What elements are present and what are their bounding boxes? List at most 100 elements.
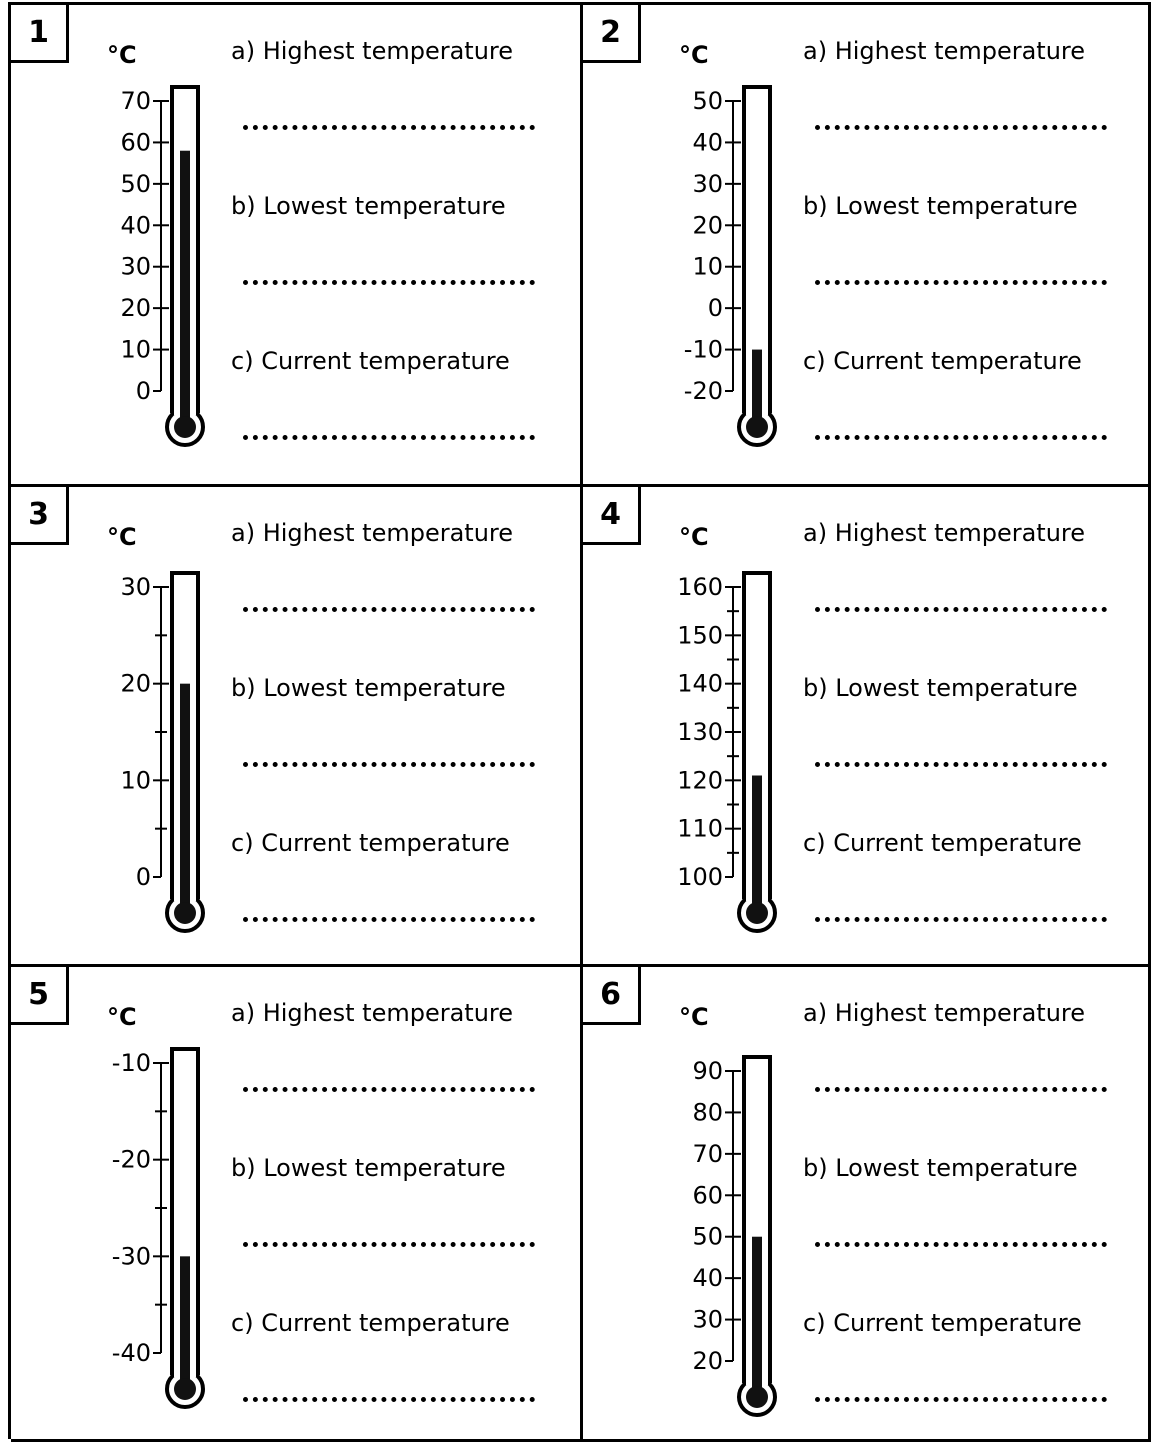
tick-label: 150: [677, 621, 723, 649]
question-current: c) Current temperature: [231, 829, 510, 857]
answer-line-current[interactable]: [243, 917, 535, 922]
tick-label: -20: [112, 1146, 151, 1174]
tick-label: -40: [112, 1339, 151, 1367]
question-highest: a) Highest temperature: [803, 519, 1086, 547]
tick-label: 60: [120, 128, 151, 156]
tick-label: 40: [120, 211, 151, 239]
tick-label: 160: [677, 573, 723, 601]
mercury-column: [752, 1236, 762, 1397]
tick-label: 30: [692, 1306, 723, 1334]
unit-label: °C: [679, 523, 709, 551]
panel-number: 3: [11, 487, 69, 545]
tick-label: 50: [692, 1223, 723, 1251]
tick-label: 20: [692, 211, 723, 239]
answer-line-lowest[interactable]: [815, 280, 1107, 285]
answer-line-lowest[interactable]: [243, 762, 535, 767]
worksheet: 1 °C a) Highest temperature b) Lowest tempe…: [8, 2, 1151, 1442]
tick-label: 100: [677, 863, 723, 891]
answer-line-current[interactable]: [815, 1397, 1107, 1402]
mercury-bulb: [174, 1378, 196, 1400]
tick-label: 20: [120, 294, 151, 322]
question-highest: a) Highest temperature: [231, 999, 514, 1027]
mercury-bulb: [746, 902, 768, 924]
thermometer: -40 -30 -20 -10: [112, 1047, 205, 1409]
tick-label: 80: [692, 1098, 723, 1126]
thermometer: 0 10 20 30: [120, 571, 205, 933]
answer-line-current[interactable]: [243, 1397, 535, 1402]
tick-label: 140: [677, 670, 723, 698]
answer-line-lowest[interactable]: [815, 762, 1107, 767]
answer-line-current[interactable]: [815, 435, 1107, 440]
tick-label: 90: [692, 1057, 723, 1085]
answer-line-highest[interactable]: [243, 125, 535, 130]
question-lowest: b) Lowest temperature: [803, 1154, 1078, 1182]
thermometer: -20 -10 0 10 20 30 40 50: [684, 85, 777, 447]
tick-label: -30: [112, 1242, 151, 1270]
tick-label: 30: [692, 170, 723, 198]
tick-label: 20: [120, 670, 151, 698]
question-lowest: b) Lowest temperature: [231, 192, 506, 220]
question-lowest: b) Lowest temperature: [231, 674, 506, 702]
thermometer-panel-3: 3 °C a) Highest temperature b) Lowest tempe…: [11, 487, 583, 967]
answer-line-highest[interactable]: [815, 1087, 1107, 1092]
unit-label: °C: [679, 41, 709, 69]
tick-label: 40: [692, 1264, 723, 1292]
answer-line-highest[interactable]: [243, 607, 535, 612]
question-lowest: b) Lowest temperature: [803, 192, 1078, 220]
panel-number: 4: [583, 487, 641, 545]
answer-line-lowest[interactable]: [243, 280, 535, 285]
unit-label: °C: [679, 1003, 709, 1031]
tick-label: 70: [120, 87, 151, 115]
thermometer-panel-5: 5 °C a) Highest temperature b) Lowest tempe…: [11, 967, 583, 1442]
tick-label: -10: [684, 336, 723, 364]
panel-number: 6: [583, 967, 641, 1025]
panel-number: 5: [11, 967, 69, 1025]
tick-label: 110: [677, 815, 723, 843]
mercury-column: [752, 349, 762, 427]
tick-label: 30: [120, 253, 151, 281]
answer-line-current[interactable]: [243, 435, 535, 440]
thermometer-panel-6: 6 °C a) Highest temperature b) Lowest tempe…: [583, 967, 1151, 1442]
tick-label: 10: [120, 766, 151, 794]
tick-label: -10: [112, 1049, 151, 1077]
answer-line-highest[interactable]: [815, 125, 1107, 130]
answer-line-lowest[interactable]: [243, 1242, 535, 1247]
tick-label: 10: [120, 336, 151, 364]
tick-label: 20: [692, 1347, 723, 1375]
tick-label: 50: [692, 87, 723, 115]
mercury-bulb: [174, 416, 196, 438]
tick-label: 60: [692, 1181, 723, 1209]
question-current: c) Current temperature: [803, 829, 1082, 857]
mercury-column: [180, 150, 190, 427]
question-highest: a) Highest temperature: [803, 37, 1086, 65]
question-lowest: b) Lowest temperature: [803, 674, 1078, 702]
answer-line-lowest[interactable]: [815, 1242, 1107, 1247]
unit-label: °C: [107, 41, 137, 69]
answer-line-highest[interactable]: [243, 1087, 535, 1092]
question-highest: a) Highest temperature: [231, 37, 514, 65]
question-highest: a) Highest temperature: [231, 519, 514, 547]
mercury-bulb: [174, 902, 196, 924]
thermometer: 20 30 40 50 60 70 80 90: [692, 1055, 777, 1417]
question-current: c) Current temperature: [803, 347, 1082, 375]
question-current: c) Current temperature: [803, 1309, 1082, 1337]
tick-label: 10: [692, 253, 723, 281]
thermometer-panel-1: 1 °C a) Highest temperature b) Lowest tempe…: [11, 5, 583, 487]
panel-number: 2: [583, 5, 641, 63]
tick-label: 0: [136, 863, 151, 891]
thermometer-tube: [742, 85, 772, 413]
thermometer-panel-2: 2 °C a) Highest temperature b) Lowest tempe…: [583, 5, 1151, 487]
question-lowest: b) Lowest temperature: [231, 1154, 506, 1182]
question-current: c) Current temperature: [231, 347, 510, 375]
tick-label: -20: [684, 377, 723, 405]
panel-number: 1: [11, 5, 69, 63]
question-current: c) Current temperature: [231, 1309, 510, 1337]
thermometer-panel-4: 4 °C a) Highest temperature b) Lowest tempe…: [583, 487, 1151, 967]
thermometer: 0 10 20 30 40 50 60 70: [120, 85, 205, 447]
answer-line-highest[interactable]: [815, 607, 1107, 612]
answer-line-current[interactable]: [815, 917, 1107, 922]
mercury-bulb: [746, 416, 768, 438]
tick-label: 70: [692, 1140, 723, 1168]
unit-label: °C: [107, 1003, 137, 1031]
question-highest: a) Highest temperature: [803, 999, 1086, 1027]
